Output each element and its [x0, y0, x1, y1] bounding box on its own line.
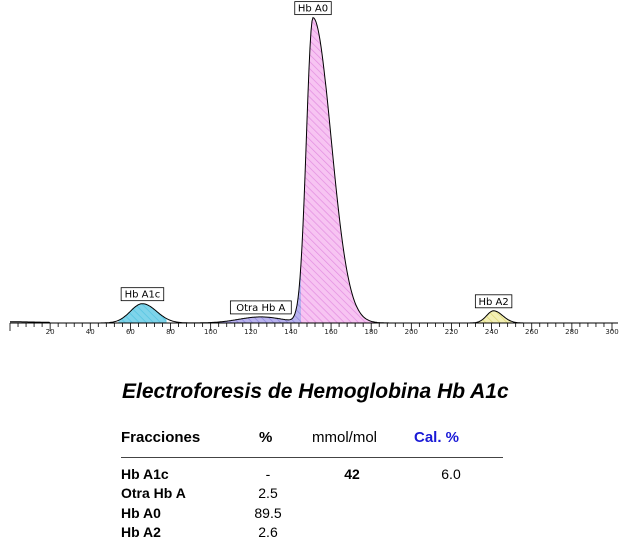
row-percent: 2.6: [258, 524, 278, 540]
row-percent: 89.5: [254, 505, 282, 521]
tick-label: 260: [525, 328, 538, 336]
row-name: Hb A0: [121, 505, 161, 521]
peak-label: Hb A0: [298, 4, 328, 15]
tick-label: 280: [565, 328, 578, 336]
electropherogram-chart: 20 40 60 80 100 120 140 160 180 200 220 240 260 280 30…: [9, 1, 619, 336]
header-mmol: mmol/mol: [312, 429, 378, 446]
tick-label: 160: [324, 328, 337, 336]
tick-label: 140: [284, 328, 297, 336]
row-percent: 2.5: [258, 485, 278, 501]
peak-label-box: [294, 1, 332, 16]
row-name: Hb A1c: [121, 466, 169, 482]
row-name: Hb A2: [121, 524, 161, 540]
header-divider: [121, 457, 503, 458]
tick-label: 200: [405, 328, 418, 336]
tick-label: 300: [605, 328, 618, 336]
peak-label-box: [474, 294, 513, 309]
tick-label: 120: [244, 328, 257, 336]
header-fracciones: Fracciones: [121, 429, 201, 446]
tick-label: 240: [485, 328, 498, 336]
peak-label-box: [120, 287, 165, 302]
peak-label: Hb A1c: [125, 290, 161, 301]
peak-area-hb-a0: [301, 17, 384, 323]
peak-area-hb-a1c: [118, 303, 167, 323]
row-name: Otra Hb A: [121, 485, 186, 501]
row-percent: -: [265, 466, 271, 482]
tick-label: 180: [365, 328, 378, 336]
electropherogram-trace: [10, 16, 612, 324]
tick-label: 20: [46, 328, 55, 336]
tick-label: 100: [204, 328, 217, 336]
tick-label: 80: [166, 328, 175, 336]
tick-label: 60: [126, 328, 135, 336]
header-cal-percent: Cal. %: [414, 429, 460, 446]
peak-area-hb-a2: [477, 310, 512, 323]
peak-label: Hb A2: [478, 297, 508, 308]
peak-label-box: [229, 300, 292, 315]
tick-label: 40: [86, 328, 95, 336]
report-title: Electroforesis de Hemoglobina Hb A1c: [122, 380, 509, 403]
row-cal-percent: 6.0: [441, 466, 461, 482]
header-percent: %: [259, 429, 273, 446]
peak-label: Otra Hb A: [236, 303, 285, 314]
row-mmol: 42: [344, 466, 360, 482]
tick-label: 220: [445, 328, 458, 336]
